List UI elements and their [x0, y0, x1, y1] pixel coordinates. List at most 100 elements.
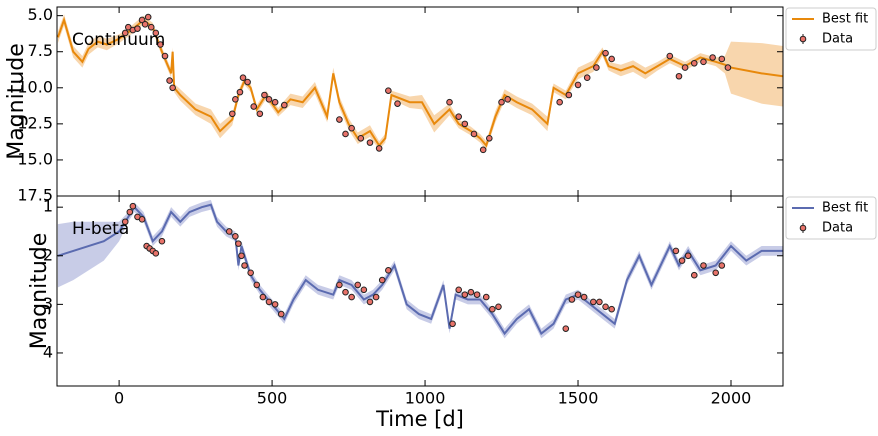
annotation: H-beta: [72, 219, 129, 239]
data-point: [574, 291, 582, 298]
data-point: [608, 305, 615, 313]
data-point: [446, 98, 453, 106]
data-point: [229, 110, 236, 118]
data-point: [259, 293, 267, 301]
data-point: [244, 78, 251, 86]
data-point: [348, 293, 355, 301]
data-point: [489, 305, 496, 313]
best-fit-line: [57, 16, 783, 148]
data-point: [449, 320, 456, 328]
data-point: [684, 252, 692, 260]
data-point: [378, 276, 386, 284]
x-tick-label: 1000: [405, 389, 446, 408]
y-tick-label: 15.0: [17, 149, 53, 168]
data-point: [372, 293, 380, 301]
data-point: [593, 64, 600, 71]
data-point: [138, 16, 146, 24]
legend-label: Data: [822, 221, 853, 236]
data-point: [366, 139, 374, 146]
y-tick-label: 17.5: [17, 186, 53, 205]
data-point: [700, 58, 707, 66]
data-point: [470, 130, 478, 138]
data-point: [455, 286, 463, 294]
data-point: [124, 23, 132, 31]
data-point: [498, 98, 505, 106]
data-point: [666, 52, 674, 60]
data-point: [461, 291, 469, 298]
data-point: [253, 281, 261, 289]
data-point: [504, 96, 511, 103]
data-point: [169, 84, 176, 92]
y-tick-label: 1: [43, 197, 53, 216]
data-point: [348, 124, 355, 132]
data-point: [590, 298, 597, 306]
legend-marker: [799, 35, 807, 43]
data-point: [138, 216, 146, 223]
data-point: [144, 13, 152, 21]
data-point: [565, 91, 573, 99]
data-point: [602, 303, 609, 311]
data-point: [256, 110, 264, 118]
plot-area: [57, 199, 783, 339]
data-point: [241, 262, 248, 269]
data-point: [675, 72, 683, 80]
data-point: [357, 134, 365, 142]
legend: Best fit Data: [785, 7, 877, 51]
data-point: [129, 202, 137, 210]
y-axis-label: Magnitude: [4, 43, 29, 160]
y-tick-label: 5.0: [28, 5, 53, 24]
data-point: [134, 25, 141, 32]
data-point: [700, 262, 707, 269]
y-tick-label: 10.0: [17, 77, 53, 96]
y-tick-label: 3: [43, 294, 53, 313]
data-point: [265, 96, 273, 103]
plot-area: [57, 13, 783, 154]
data-point: [485, 134, 493, 142]
data-point: [724, 64, 732, 71]
data-point: [385, 267, 392, 274]
data-point: [479, 146, 487, 154]
data-point: [342, 288, 349, 296]
y-tick-label: 12.5: [17, 113, 53, 132]
data-point: [147, 23, 155, 31]
data-point: [235, 240, 242, 247]
data-point: [271, 98, 279, 106]
data-point: [360, 286, 368, 294]
data-point: [342, 130, 349, 138]
data-point: [225, 228, 233, 235]
data-point: [455, 113, 463, 120]
data-point: [265, 298, 273, 306]
data-point: [232, 96, 239, 103]
data-point: [126, 208, 134, 216]
x-axis-label: Time [d]: [375, 407, 464, 431]
data-point: [247, 269, 254, 277]
data-point: [672, 247, 680, 255]
data-point: [394, 100, 401, 107]
data-point: [690, 271, 698, 279]
data-point: [495, 303, 502, 311]
data-point: [678, 257, 686, 264]
data-point: [141, 21, 149, 28]
data-point: [121, 218, 129, 226]
x-tick-label: 1500: [558, 389, 599, 408]
data-point: [354, 281, 362, 289]
data-point: [602, 49, 609, 57]
data-point: [608, 55, 615, 63]
data-point: [718, 55, 726, 63]
data-point: [250, 103, 258, 110]
data-point: [236, 88, 244, 96]
data-point: [121, 29, 129, 37]
data-point: [375, 145, 383, 152]
data-point: [152, 29, 160, 37]
data-point: [336, 281, 343, 289]
data-point: [718, 262, 726, 269]
data-point: [562, 325, 570, 332]
data-point: [232, 233, 239, 240]
data-point: [158, 237, 166, 245]
data-point: [366, 298, 374, 306]
legend-label: Best fit: [822, 201, 868, 216]
data-point: [166, 77, 173, 84]
data-point: [690, 59, 698, 67]
annotation: Continuum: [72, 30, 165, 50]
data-point: [461, 120, 469, 128]
